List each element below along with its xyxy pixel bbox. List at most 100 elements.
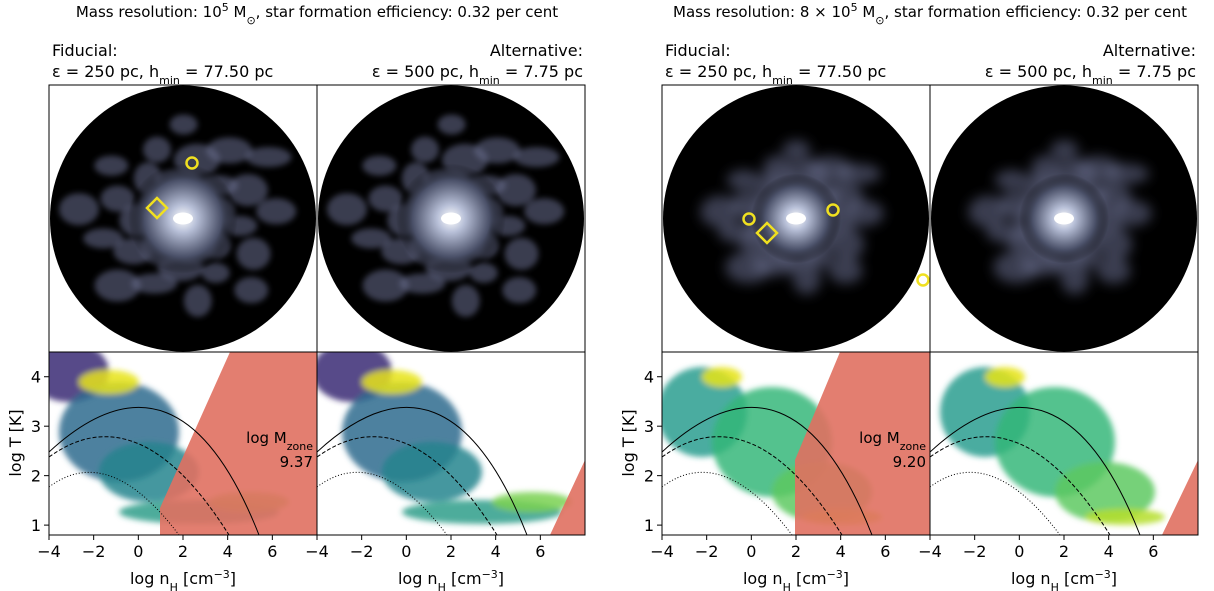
x-tick-label: −2: [695, 542, 719, 561]
gas-clump: [1096, 257, 1131, 284]
gas-clump: [495, 174, 536, 207]
unresolved-region: [1162, 460, 1198, 535]
gas-clump: [1060, 262, 1089, 295]
gas-clump: [828, 257, 863, 284]
x-axis-label-part: −3: [482, 568, 498, 581]
x-axis-label-part: ]: [498, 569, 504, 588]
x-axis-label-part: −3: [1095, 568, 1111, 581]
panel-heading: Alternative:: [1103, 41, 1196, 60]
model-curve-dotted: [930, 471, 1061, 535]
gas-clump: [58, 193, 99, 226]
gas-clump: [1050, 140, 1079, 161]
x-axis-label-part: log n: [130, 569, 170, 588]
gas-clump: [201, 262, 230, 283]
panel-params-part: min: [1092, 74, 1113, 87]
panel-params-part: = 77.50 pc: [180, 62, 273, 81]
x-axis-label-part: [cm: [1059, 569, 1095, 588]
phase-heatmap: [940, 367, 1165, 525]
x-tick-label: −2: [350, 542, 374, 561]
figure-title-part: ⊙: [875, 14, 884, 27]
model-curve-dotted: [317, 471, 448, 535]
figure-title-part: , star formation efficiency: 0.32 per ce…: [256, 3, 559, 21]
gas-clump: [700, 195, 741, 228]
x-tick-label: 0: [746, 542, 756, 561]
x-tick-label: 6: [535, 542, 545, 561]
gas-clump: [1103, 163, 1150, 184]
model-curve-dotted: [49, 471, 180, 535]
figure-title-part: M: [858, 3, 876, 21]
figure-title: Mass resolution: 8 × 105 M⊙, star format…: [673, 1, 1187, 27]
gas-clump: [245, 147, 292, 168]
selected-zone-marker: [185, 156, 199, 170]
heatmap-region: [79, 370, 139, 394]
y-tick-label: 4: [31, 368, 41, 387]
x-axis-label-part: H: [783, 581, 791, 591]
y-axis-label: log T [K]: [6, 409, 25, 476]
model-curve: [662, 406, 873, 535]
phase-diagram: [930, 367, 1198, 535]
selected-zone-diamond: [145, 196, 169, 220]
gas-clump: [183, 284, 212, 317]
annotation-label-part: log M: [246, 429, 287, 447]
model-curve: [317, 406, 528, 535]
x-axis-label-part: ]: [1111, 569, 1117, 588]
panel-heading: Alternative:: [490, 41, 583, 60]
gas-clump: [368, 185, 403, 212]
gas-clump: [94, 155, 129, 176]
gas-clump: [131, 273, 178, 294]
figure-title: Mass resolution: 105 M⊙, star formation …: [76, 1, 558, 27]
x-tick-label: 4: [836, 542, 846, 561]
x-axis-label-part: −3: [827, 568, 843, 581]
galaxy-bright-core: [1054, 212, 1074, 225]
gas-clump: [835, 163, 882, 184]
y-axis-label: log T [K]: [619, 409, 638, 476]
x-axis-label-part: ]: [843, 569, 849, 588]
gas-clump: [1098, 228, 1133, 261]
gas-clump: [236, 237, 271, 270]
gas-clump: [782, 140, 811, 161]
x-axis-label-part: [cm: [791, 569, 827, 588]
x-tick-label: −4: [650, 542, 674, 561]
gas-clump: [206, 137, 253, 164]
figure-title-part: M: [229, 3, 247, 21]
gas-clump: [94, 269, 141, 302]
gas-clump: [513, 147, 560, 168]
panel-params-part: min: [479, 74, 500, 87]
selected-zone-marker: [916, 273, 930, 287]
y-tick-label: 2: [31, 467, 41, 486]
gas-clump: [362, 269, 409, 302]
galaxy-bright-core: [173, 212, 193, 225]
x-tick-label: 6: [1148, 542, 1158, 561]
panel-params-part: ε = 500 pc, h: [985, 62, 1092, 81]
heatmap-region: [362, 370, 422, 394]
panel-params-part: ε = 500 pc, h: [372, 62, 479, 81]
gas-clump: [1031, 155, 1060, 182]
gas-clump: [763, 155, 792, 182]
x-tick-label: 6: [267, 542, 277, 561]
x-tick-label: 4: [223, 542, 233, 561]
x-tick-label: −4: [37, 542, 61, 561]
annotation-label-part: zone: [287, 440, 313, 453]
panel-params-part: min: [159, 74, 180, 87]
panel-params-part: ε = 250 pc, h: [665, 62, 772, 81]
y-tick-label: 1: [31, 516, 41, 535]
phase-heatmap: [317, 352, 572, 524]
x-axis-label-part: −3: [214, 568, 230, 581]
x-axis-label-part: log n: [1011, 569, 1051, 588]
model-curve-dashed: [662, 436, 843, 535]
phase-diagram: [317, 352, 585, 535]
x-axis-label-part: ]: [230, 569, 236, 588]
gas-clump: [1111, 200, 1152, 227]
selected-zone-diamond: [755, 221, 779, 245]
y-tick-label: 2: [644, 467, 654, 486]
x-axis-label-part: log n: [398, 569, 438, 588]
gas-clump: [437, 114, 466, 135]
y-tick-label: 4: [644, 368, 654, 387]
annotation-label-part: zone: [900, 440, 926, 453]
figure-title-part: ⊙: [246, 14, 255, 27]
galaxy-bright-core: [441, 212, 461, 225]
x-axis-label-part: H: [1051, 581, 1059, 591]
panel-params-part: ε = 250 pc, h: [52, 62, 159, 81]
figure-title-part: 5: [222, 1, 229, 14]
